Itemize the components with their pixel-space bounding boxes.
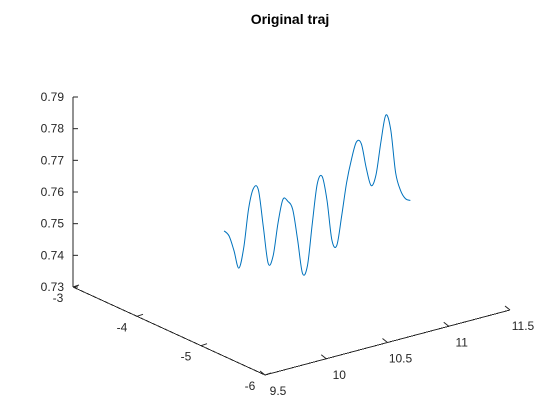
axes-layer: [72, 97, 511, 376]
y-axis-line: [72, 286, 266, 376]
z-tick-label: 0.79: [41, 90, 65, 104]
series-line: [223, 114, 411, 276]
z-tick-label: 0.73: [41, 280, 65, 294]
y-tick-label: -4: [117, 320, 128, 334]
x-tick-label: 9.5: [270, 384, 287, 398]
z-tick-label: 0.75: [41, 217, 65, 231]
series-layer: [223, 114, 411, 276]
x-tick-mark: [443, 321, 450, 327]
x-tick-mark: [320, 354, 327, 360]
y-tick-label: -3: [53, 291, 64, 305]
y-tick-label: -5: [181, 350, 192, 364]
x-tick-mark: [259, 370, 266, 376]
z-tick-label: 0.78: [41, 122, 65, 136]
x-tick-label: 11.5: [512, 319, 535, 333]
z-tick-label: 0.77: [41, 153, 65, 167]
x-tick-mark: [504, 305, 511, 311]
x-tick-label: 11: [456, 335, 469, 349]
ticks-layer: 0.73 0.74 0.75 0.76 0.77 0.78 0.79 -3 -4 -5 -6 9.5 1…: [41, 90, 535, 398]
z-tick-label: 0.74: [41, 248, 65, 262]
chart-title: Original traj: [251, 11, 330, 27]
x-tick-label: 10: [333, 368, 347, 382]
y-tick-label: -6: [245, 379, 256, 393]
y-tick-mark: [200, 343, 208, 347]
x-tick-label: 10.5: [389, 352, 413, 366]
y-tick-mark: [264, 372, 272, 376]
x-tick-mark: [382, 338, 388, 343]
y-tick-mark: [72, 284, 80, 288]
y-tick-mark: [136, 313, 144, 317]
z-tick-label: 0.76: [41, 185, 65, 199]
